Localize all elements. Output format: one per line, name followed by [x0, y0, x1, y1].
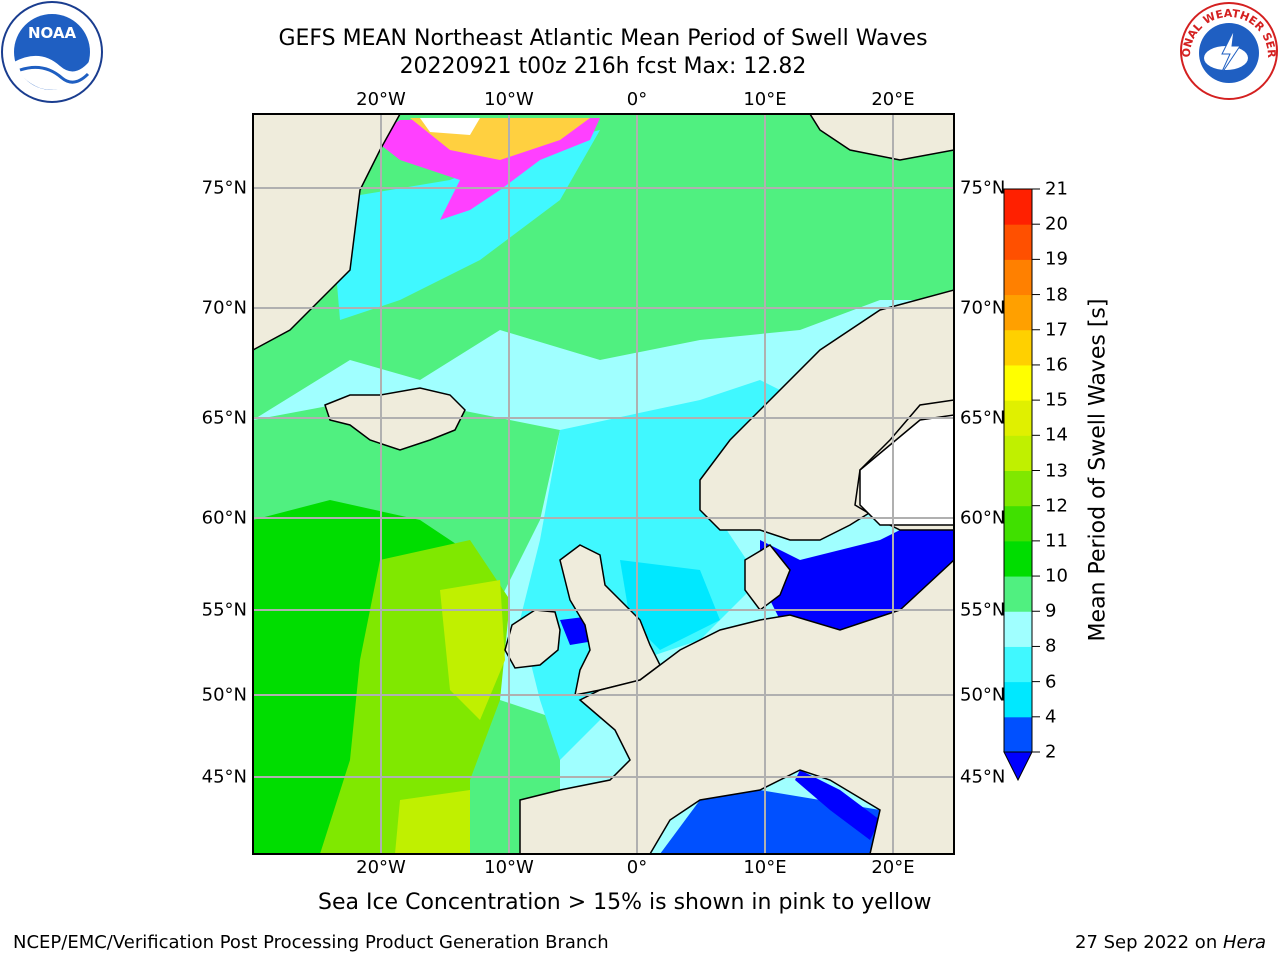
noaa-logo: NOAA	[1, 1, 103, 103]
chart-subtitle: 20220921 t00z 216h fcst Max: 12.82	[399, 54, 807, 79]
lat-label-left: 65°N	[201, 407, 247, 429]
lat-label-left: 75°N	[201, 177, 247, 199]
colorbar-swatch	[1004, 294, 1032, 331]
lat-label-left: 70°N	[201, 297, 247, 319]
lat-label-left: 60°N	[201, 507, 247, 529]
lon-label-bottom: 0°	[626, 857, 648, 878]
colorbar-tick-label: 2	[1045, 741, 1057, 763]
colorbar-tick-label: 10	[1045, 565, 1068, 587]
colorbar-tick-label: 20	[1045, 213, 1068, 235]
lon-label-top: 20°W	[356, 89, 406, 110]
colorbar-tick-label: 11	[1045, 530, 1068, 552]
svalbard	[809, 114, 954, 161]
colorbar-tick-label: 21	[1045, 178, 1068, 200]
lat-label-right: 70°N	[960, 297, 1006, 319]
colorbar-tick-label: 15	[1045, 389, 1068, 411]
colorbar-swatch	[1004, 681, 1032, 718]
swell-zone-2-4s	[660, 790, 880, 854]
colorbar-swatch	[1004, 470, 1032, 507]
footer-date-text: 27 Sep 2022 on	[1075, 932, 1223, 953]
colorbar-swatch	[1004, 364, 1032, 401]
lon-label-top: 20°E	[871, 89, 915, 110]
map-frame	[252, 113, 955, 855]
lon-label-bottom: 20°W	[356, 857, 406, 878]
colorbar-tick-label: 17	[1045, 319, 1068, 341]
lat-label-left: 55°N	[201, 599, 247, 621]
colorbar-tick-label: 12	[1045, 495, 1068, 517]
sea-ice-note: Sea Ice Concentration > 15% is shown in …	[318, 890, 932, 915]
lon-label-bottom: 10°W	[484, 857, 534, 878]
greenland	[253, 114, 401, 351]
colorbar-tick-label: 6	[1045, 671, 1057, 693]
footer-credit: NCEP/EMC/Verification Post Processing Pr…	[13, 932, 609, 953]
colorbar-tick-label: 9	[1045, 600, 1057, 622]
colorbar-tick-label: 19	[1045, 248, 1068, 270]
colorbar-swatch	[1004, 646, 1032, 683]
denmark	[744, 544, 791, 612]
swell-zone-below-2s	[795, 770, 880, 840]
swell-zone-below-2s	[760, 530, 954, 630]
lon-label-top: 0°	[626, 89, 648, 110]
colorbar-tick-label: 14	[1045, 424, 1068, 446]
colorbar-swatch	[1004, 259, 1032, 296]
sea-ice-field	[420, 118, 480, 135]
colorbar-swatch	[1004, 400, 1032, 436]
colorbar-swatch	[1004, 540, 1032, 577]
colorbar-swatch	[1004, 435, 1032, 471]
lat-label-right: 60°N	[960, 507, 1006, 529]
colorbar-swatch	[1004, 505, 1032, 542]
colorbar-tick-label: 13	[1045, 460, 1068, 481]
lat-label-right: 45°N	[960, 766, 1006, 788]
colorbar-swatch	[1004, 329, 1032, 366]
lat-label-right: 50°N	[960, 684, 1006, 706]
lat-label-left: 50°N	[201, 684, 247, 706]
colorbar-tick-label: 16	[1045, 354, 1068, 376]
lon-label-bottom: 20°E	[871, 857, 915, 878]
swell-zone-6-8s	[330, 130, 600, 320]
colorbar-extend-arrow	[1003, 751, 1033, 782]
footer-date: 27 Sep 2022 on Hera	[1075, 932, 1266, 953]
lat-label-right: 75°N	[960, 177, 1006, 199]
colorbar-swatch	[1004, 716, 1032, 753]
chart-title: GEFS MEAN Northeast Atlantic Mean Period…	[278, 26, 928, 51]
lon-label-bottom: 10°E	[743, 857, 787, 878]
lat-label-right: 65°N	[960, 407, 1006, 429]
colorbar-tick-label: 4	[1045, 706, 1057, 728]
lon-label-top: 10°E	[743, 89, 787, 110]
colorbar-swatch	[1004, 576, 1032, 612]
colorbar-swatch	[1004, 224, 1032, 260]
colorbar-swatch	[1004, 189, 1032, 225]
swell-zone-12-13s	[440, 580, 505, 720]
swell-zone-4-6s	[620, 560, 720, 650]
swell-zone-12-13s	[395, 790, 470, 854]
nws-logo: NATIONAL WEATHER SERVICE	[1178, 0, 1278, 100]
lat-label-right: 55°N	[960, 599, 1006, 621]
footer-machine: Hera	[1222, 932, 1266, 953]
colorbar-tick-label: 8	[1045, 635, 1057, 657]
gulf-of-bothnia-no-data	[859, 414, 954, 526]
colorbar-label: Mean Period of Swell Waves [s]	[1085, 298, 1111, 642]
noaa-logo-text: NOAA	[28, 24, 77, 42]
lat-label-left: 45°N	[201, 766, 247, 788]
lon-label-top: 10°W	[484, 89, 534, 110]
graticule	[253, 114, 954, 854]
colorbar-swatch	[1004, 611, 1032, 647]
colorbar-tick-label: 18	[1045, 284, 1068, 306]
